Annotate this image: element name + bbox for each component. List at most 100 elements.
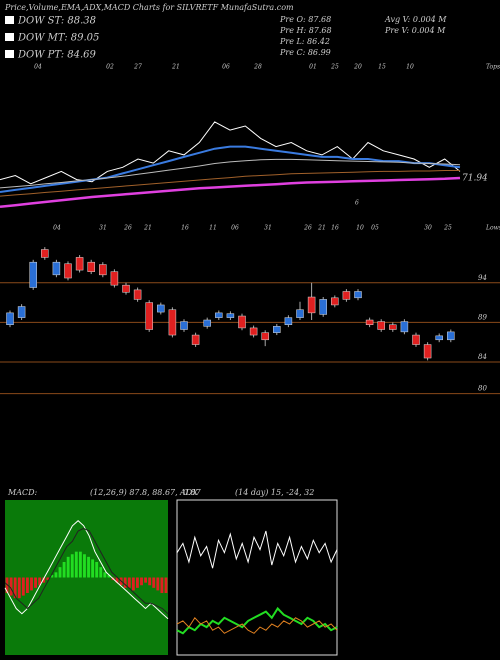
line-macd: [4, 520, 169, 620]
candle-body: [133, 289, 142, 300]
candle-body: [249, 327, 258, 336]
dow-label: DOW PT: 84.69: [17, 50, 97, 61]
histogram-bar: [78, 551, 82, 578]
histogram-bar: [95, 562, 99, 578]
candle-body: [29, 261, 37, 288]
histogram-bar: [34, 577, 37, 588]
candle-body: [168, 309, 177, 336]
histogram-bar: [148, 577, 152, 586]
y-tick-label: 80: [478, 385, 487, 393]
date-label: 31: [264, 225, 272, 232]
date-label: 20: [353, 64, 362, 71]
candle-body: [423, 344, 432, 359]
date-label: 15: [378, 64, 386, 71]
histogram-bar: [62, 562, 66, 578]
candle-body: [122, 284, 130, 293]
histogram-bar: [21, 577, 25, 596]
histogram-bar: [42, 577, 46, 583]
candle-body: [307, 296, 316, 314]
y-tick-label: 84: [478, 353, 487, 361]
date-label: 26: [123, 225, 132, 232]
line-ema-slow: [0, 170, 460, 197]
candle-body: [17, 306, 26, 318]
candle-body: [226, 313, 235, 318]
candle-body: [6, 312, 14, 326]
date-label: 21: [317, 225, 326, 232]
date-label: 06: [222, 64, 230, 71]
candle-body: [110, 271, 119, 286]
candle-body: [87, 261, 95, 272]
date-label: 10: [406, 64, 414, 71]
histogram-bar: [50, 574, 54, 578]
candle-body: [435, 335, 443, 341]
histogram-bar: [103, 572, 107, 578]
candle-body: [284, 317, 293, 326]
histogram-bar: [123, 577, 127, 588]
date-label: 16: [181, 225, 189, 232]
date-label: 10: [356, 225, 364, 232]
histogram-bar: [46, 577, 50, 581]
legend-box: [5, 33, 14, 41]
date-label: 05: [371, 225, 379, 232]
candle-body: [261, 332, 269, 341]
date-label: 11: [209, 225, 217, 232]
date-label: 21: [171, 64, 180, 71]
legend-box: [5, 50, 14, 58]
line-minus-di: [176, 616, 338, 634]
macd-label: MACD:: [7, 488, 38, 497]
candle-body: [412, 334, 420, 345]
date-label: 02: [106, 64, 114, 71]
stat: Pre C: 86.99: [279, 48, 331, 57]
histogram-bar: [136, 577, 139, 588]
histogram-bar: [5, 577, 9, 593]
candle-body: [99, 264, 107, 276]
histogram-bar: [38, 577, 42, 586]
candle-body: [273, 326, 281, 333]
histogram-bar: [99, 567, 103, 578]
adx-panel: [176, 499, 338, 656]
candle-body: [75, 257, 84, 271]
line-adx: [176, 530, 338, 569]
lows-label: Lows: [485, 225, 500, 232]
date-label: 26: [303, 225, 312, 232]
candle-body: [157, 304, 165, 313]
histogram-bar: [131, 577, 135, 591]
histogram-bar: [83, 554, 86, 578]
candle-body: [319, 299, 327, 315]
candle-body: [64, 263, 72, 279]
histogram-bar: [58, 567, 62, 578]
stat: Pre O: 87.68: [279, 15, 331, 24]
histogram-bar: [91, 559, 95, 578]
histogram-bar: [156, 577, 160, 591]
candle-body: [238, 315, 246, 329]
stat: Pre L: 86.42: [279, 37, 330, 46]
date-label: 28: [253, 64, 262, 71]
candle-body: [365, 319, 374, 326]
histogram-bar: [160, 577, 164, 593]
candle-body: [41, 249, 49, 258]
date-label: 21: [143, 225, 152, 232]
adx-label: ADX: [179, 488, 198, 497]
histogram-bar: [54, 572, 58, 578]
histogram-bar: [164, 577, 168, 593]
histogram-bar: [30, 577, 33, 591]
date-label: 04: [34, 64, 42, 71]
date-label: 04: [53, 225, 61, 232]
stat: Avg V: 0.004 M: [384, 15, 447, 24]
y-tick-label: 94: [478, 274, 487, 282]
candle-body: [389, 324, 397, 330]
legend-box: [5, 16, 14, 24]
last-label: 71.94: [462, 174, 488, 184]
date-label: 25: [330, 64, 339, 71]
histogram-bar: [87, 556, 90, 578]
dow-label: DOW MT: 89.05: [17, 33, 99, 44]
stat: Pre V: 0.004 M: [384, 26, 446, 35]
histogram-bar: [127, 577, 131, 588]
line-signal: [4, 527, 169, 615]
line-ema-long: [0, 176, 461, 209]
line-ema-mid: [0, 158, 461, 189]
tops-label: Tops: [486, 64, 500, 71]
histogram-bar: [70, 554, 74, 578]
candle-body: [377, 321, 385, 330]
